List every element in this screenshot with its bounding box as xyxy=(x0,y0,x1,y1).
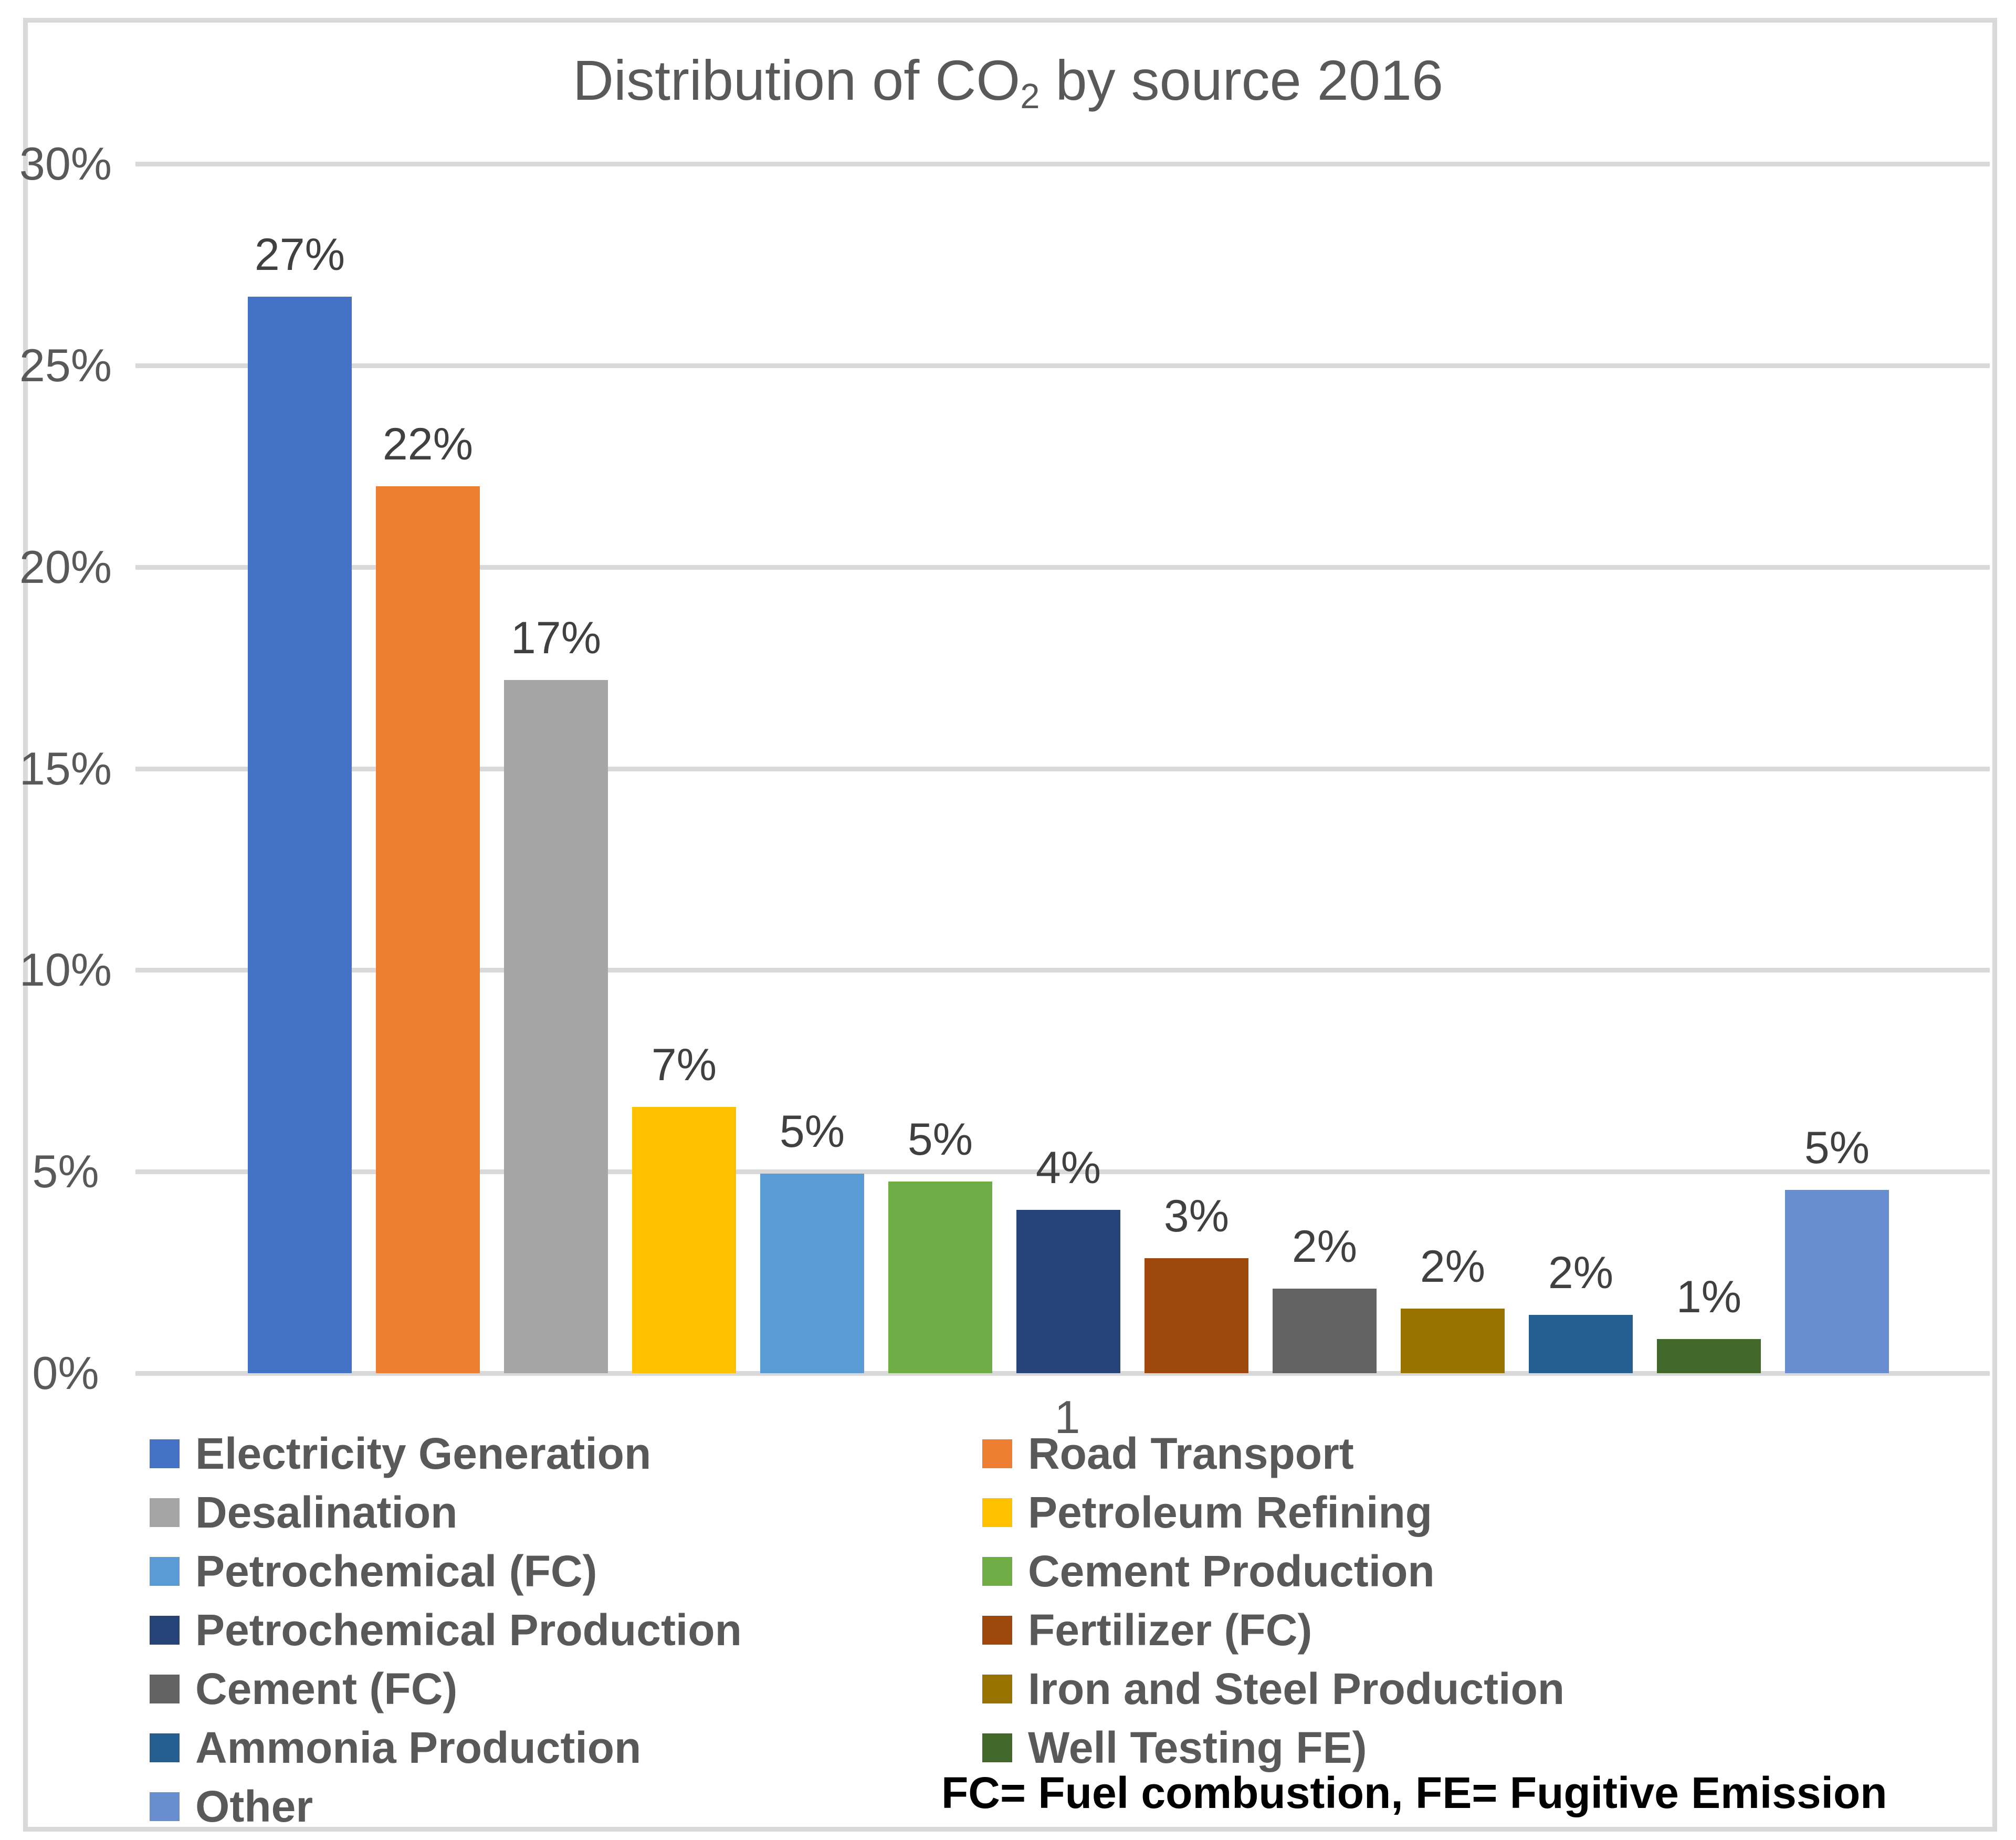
legend-label-cement-fc: Cement (FC) xyxy=(195,1664,458,1713)
bar-iron-and-steel-production xyxy=(1401,1309,1505,1373)
bar-road-transport xyxy=(376,486,480,1373)
bar-value-label-electricity-generation: 27% xyxy=(254,229,345,280)
bar-value-label-petroleum-refining: 7% xyxy=(651,1040,717,1090)
chart-title-text-end: by source 2016 xyxy=(1040,48,1444,112)
bar-value-label-petrochemical-production: 4% xyxy=(1035,1143,1101,1193)
legend-label-cement-production: Cement Production xyxy=(1028,1546,1435,1596)
bar-petrochemical-production xyxy=(1016,1210,1120,1373)
y-axis-tick-label-15%: 15% xyxy=(19,743,112,794)
legend-marker-cement-fc xyxy=(150,1674,180,1703)
legend-marker-road-transport xyxy=(982,1439,1012,1468)
legend-item-road-transport: Road Transport xyxy=(982,1424,1354,1483)
y-axis-tick-label-0%: 0% xyxy=(32,1347,99,1399)
chart-title: Distribution of CO2 by source 2016 xyxy=(0,47,2016,117)
legend-item-fertilizer-fc: Fertilizer (FC) xyxy=(982,1601,1312,1659)
legend-marker-fertilizer-fc xyxy=(982,1615,1012,1645)
legend-marker-petrochemical-fc xyxy=(150,1556,180,1586)
y-axis-tick-label-25%: 25% xyxy=(19,339,112,391)
legend-label-fertilizer-fc: Fertilizer (FC) xyxy=(1028,1605,1312,1655)
chart-title-text: Distribution of CO xyxy=(572,48,1021,112)
legend-marker-other xyxy=(150,1792,180,1821)
bar-value-label-petrochemical-fc: 5% xyxy=(779,1106,845,1157)
legend-marker-petrochemical-production xyxy=(150,1615,180,1645)
bar-value-label-cement-fc: 2% xyxy=(1292,1221,1358,1272)
legend-item-iron-and-steel-production: Iron and Steel Production xyxy=(982,1659,1564,1718)
gridline-30% xyxy=(135,162,1990,166)
gridline-20% xyxy=(135,565,1990,570)
legend-marker-iron-and-steel-production xyxy=(982,1674,1012,1703)
bar-value-label-well-testing-fe: 1% xyxy=(1676,1272,1742,1322)
bar-petrochemical-fc xyxy=(760,1174,864,1373)
x-axis-line xyxy=(135,1371,1990,1376)
legend-item-electricity-generation: Electricity Generation xyxy=(150,1424,651,1483)
gridline-5% xyxy=(135,1169,1990,1174)
bar-other xyxy=(1785,1190,1889,1373)
bar-value-label-road-transport: 22% xyxy=(382,419,474,469)
bar-value-label-desalination: 17% xyxy=(510,613,602,663)
legend-marker-cement-production xyxy=(982,1556,1012,1586)
legend-abbreviation-note: FC= Fuel combustion, FE= Fugitive Emissi… xyxy=(941,1768,1887,1817)
gridline-15% xyxy=(135,767,1990,771)
y-axis-tick-label-5%: 5% xyxy=(32,1145,99,1197)
bar-value-label-iron-and-steel-production: 2% xyxy=(1420,1241,1486,1292)
bar-value-label-cement-production: 5% xyxy=(907,1114,973,1165)
legend-label-iron-and-steel-production: Iron and Steel Production xyxy=(1028,1664,1565,1713)
legend-item-petrochemical-production: Petrochemical Production xyxy=(150,1601,742,1659)
bar-desalination xyxy=(504,680,608,1373)
legend-item-other: Other xyxy=(150,1777,313,1836)
legend-label-well-testing-fe: Well Testing FE) xyxy=(1028,1722,1367,1772)
bar-cement-fc xyxy=(1273,1289,1377,1373)
legend-marker-petroleum-refining xyxy=(982,1498,1012,1527)
bar-petroleum-refining xyxy=(632,1107,736,1373)
y-axis-tick-label-20%: 20% xyxy=(19,541,112,593)
y-axis-tick-label-30%: 30% xyxy=(19,138,112,190)
legend-label-road-transport: Road Transport xyxy=(1028,1428,1354,1478)
x-axis-category-label: 1 xyxy=(1054,1391,1080,1443)
legend-label-other: Other xyxy=(195,1781,313,1831)
legend-item-well-testing-fe: Well Testing FE) xyxy=(982,1718,1367,1777)
bar-value-label-other: 5% xyxy=(1804,1123,1870,1173)
y-axis-tick-label-10%: 10% xyxy=(19,944,112,996)
legend-item-cement-production: Cement Production xyxy=(982,1542,1435,1601)
legend-item-desalination: Desalination xyxy=(150,1483,457,1542)
legend-marker-ammonia-production xyxy=(150,1733,180,1762)
chart-border xyxy=(23,18,1997,1832)
legend-marker-desalination xyxy=(150,1498,180,1527)
legend-item-petrochemical-fc: Petrochemical (FC) xyxy=(150,1542,597,1601)
legend-label-petrochemical-production: Petrochemical Production xyxy=(195,1605,742,1655)
legend-label-petrochemical-fc: Petrochemical (FC) xyxy=(195,1546,597,1596)
gridline-25% xyxy=(135,363,1990,368)
bar-cement-production xyxy=(888,1182,992,1373)
legend-item-petroleum-refining: Petroleum Refining xyxy=(982,1483,1432,1542)
legend-item-ammonia-production: Ammonia Production xyxy=(150,1718,641,1777)
bar-fertilizer-fc xyxy=(1144,1258,1248,1373)
legend-label-desalination: Desalination xyxy=(195,1487,458,1537)
bar-value-label-ammonia-production: 2% xyxy=(1548,1248,1614,1298)
legend-label-petroleum-refining: Petroleum Refining xyxy=(1028,1487,1433,1537)
bar-value-label-fertilizer-fc: 3% xyxy=(1163,1191,1230,1241)
legend-marker-well-testing-fe xyxy=(982,1733,1012,1762)
legend-item-cement-fc: Cement (FC) xyxy=(150,1659,457,1718)
legend-marker-electricity-generation xyxy=(150,1439,180,1468)
legend-label-electricity-generation: Electricity Generation xyxy=(195,1428,652,1478)
bar-well-testing-fe xyxy=(1657,1339,1761,1373)
gridline-10% xyxy=(135,968,1990,973)
legend-label-ammonia-production: Ammonia Production xyxy=(195,1722,642,1772)
bar-electricity-generation xyxy=(248,297,352,1373)
bar-ammonia-production xyxy=(1529,1315,1633,1373)
chart-title-subscript: 2 xyxy=(1020,77,1040,117)
